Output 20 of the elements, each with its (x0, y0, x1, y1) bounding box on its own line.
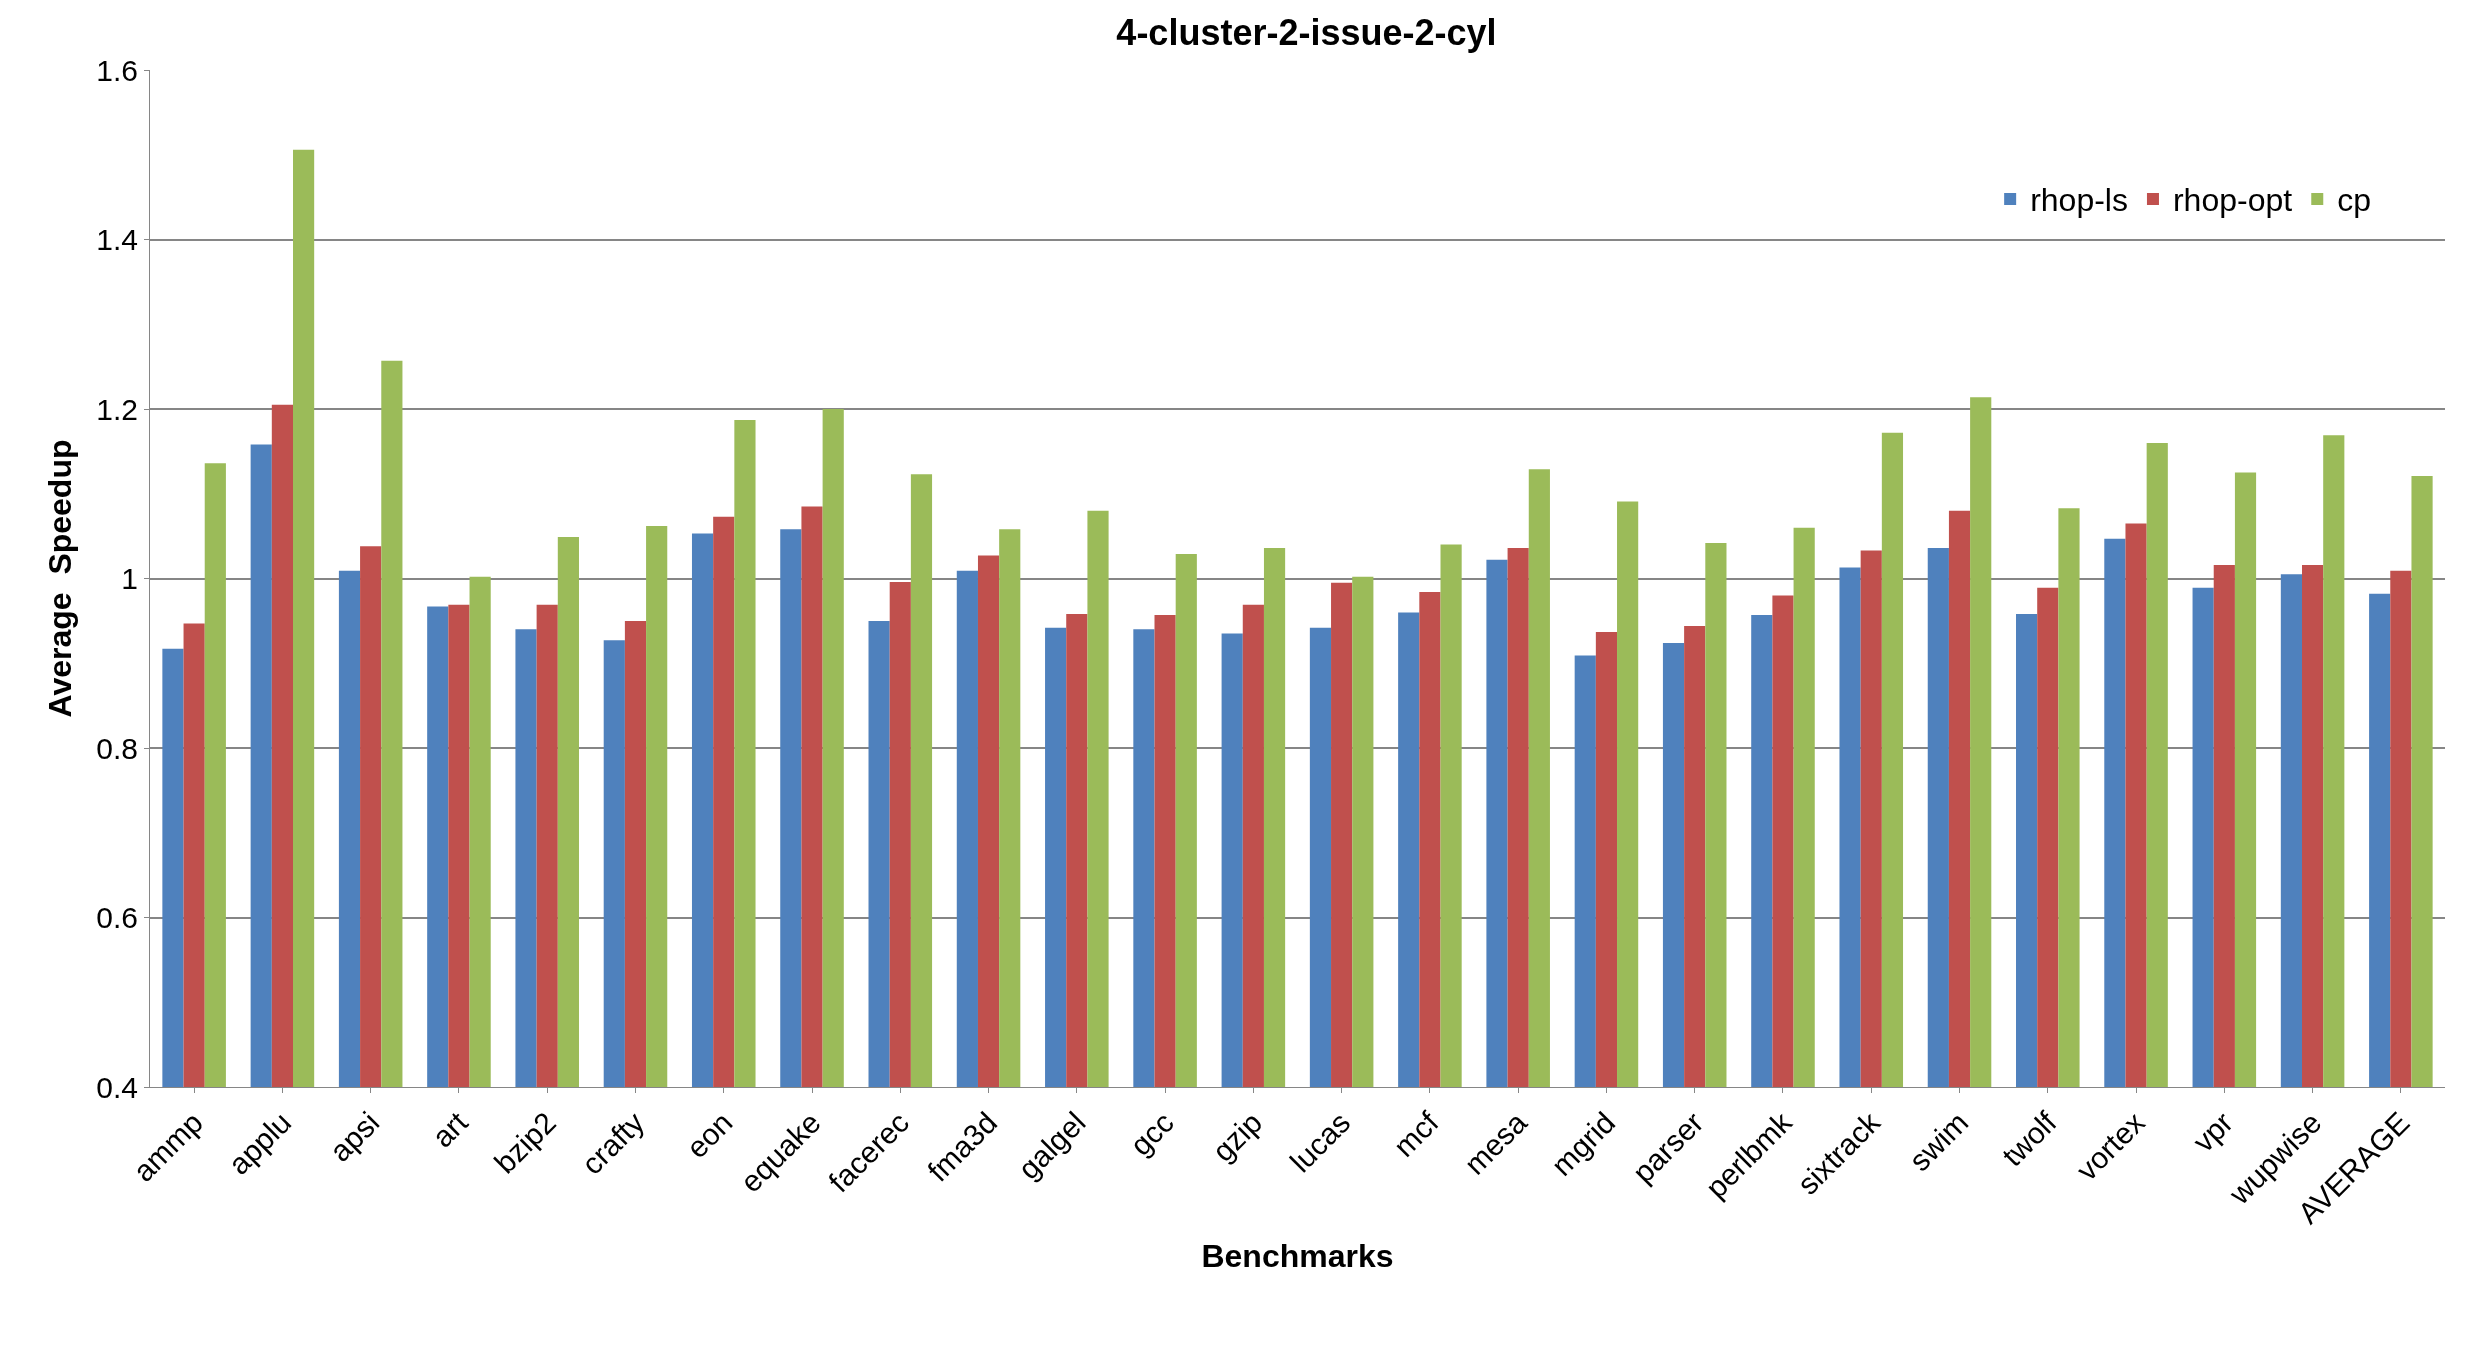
y-tick-label: 1 (121, 562, 138, 595)
x-tick-label: gcc (1123, 1105, 1180, 1162)
legend-label: rhop-ls (2030, 182, 2128, 219)
x-tick-label: art (425, 1105, 475, 1154)
y-tick-label: 0.4 (96, 1070, 138, 1104)
legend-label: rhop-opt (2172, 182, 2293, 219)
y-tick-label: 1.4 (96, 223, 138, 256)
x-tick-label: vpr (2186, 1105, 2240, 1159)
x-tick-label: mcf (1387, 1105, 1446, 1164)
legend-label: cp (2337, 182, 2372, 219)
chart-title: 4-cluster-2-issue-2-cyl (1116, 12, 1497, 54)
y-tick-label: 1.2 (96, 392, 138, 426)
x-axis-title: Benchmarks (1201, 1237, 1394, 1274)
y-axis-title: Average Speedup (41, 439, 78, 718)
y-tick-label: 1.6 (96, 53, 138, 87)
x-tick-label: apsi (323, 1105, 386, 1168)
y-tick-label: 0.6 (96, 901, 138, 934)
y-tick-label: 0.8 (96, 731, 138, 765)
x-tick-label: eon (679, 1105, 739, 1165)
x-tick-label: gzip (1205, 1105, 1269, 1168)
